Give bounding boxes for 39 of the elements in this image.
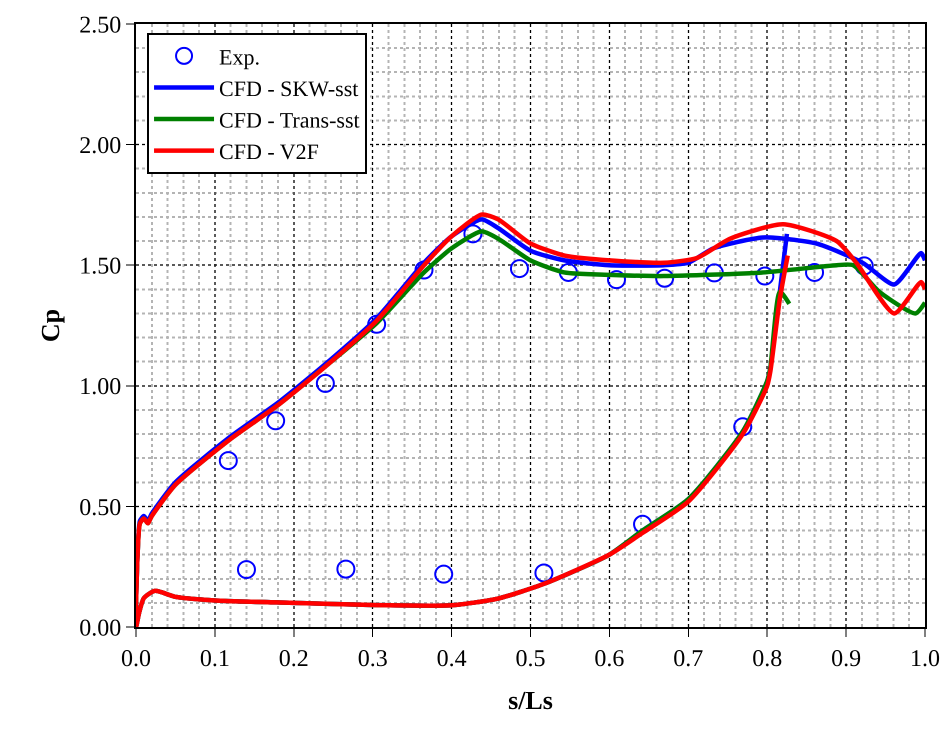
x-tick-label: 0.1 [200,646,230,672]
point [805,262,824,282]
x-tick-label: 0.5 [516,646,546,672]
point [733,417,752,436]
x-tick-label: 0.2 [278,646,309,672]
x-axis-title: s/Ls [508,686,553,715]
x-tick-label: 0.7 [673,646,704,672]
x-tick-label: 0.6 [594,646,624,672]
point [510,259,529,278]
y-tick-label: 1.50 [79,254,122,280]
x-tick-label: 0.0 [121,646,151,672]
y-tick-label: 0.00 [79,615,122,642]
x-tick-label: 0.4 [436,646,467,672]
point [655,268,674,288]
point [316,374,335,393]
y-tick-label: 1.00 [79,374,122,400]
point [336,560,356,579]
legend-label: CFD - V2F [219,139,319,164]
legend-label: CFD - SKW-sst [219,76,358,102]
point [704,263,724,282]
point [558,262,578,282]
x-tick-label: 1.0 [910,646,940,672]
legend-label: Exp. [219,44,260,70]
point [463,224,482,244]
x-tick-label: 0.8 [752,646,782,672]
x-tick-label: 0.3 [358,646,388,672]
point [266,411,286,430]
point [218,451,238,470]
point [434,564,454,584]
x-tick-label: 0.9 [831,646,862,672]
point [755,266,774,286]
legend-label: CFD - Trans-sst [219,108,360,133]
y-tick-label: 2.50 [79,12,122,38]
y-tick-label: 2.00 [79,133,122,159]
y-axis-title: Cp [36,308,66,342]
y-tick-label: 0.50 [79,494,122,521]
point [607,270,626,290]
point [534,563,554,582]
point [236,560,256,580]
